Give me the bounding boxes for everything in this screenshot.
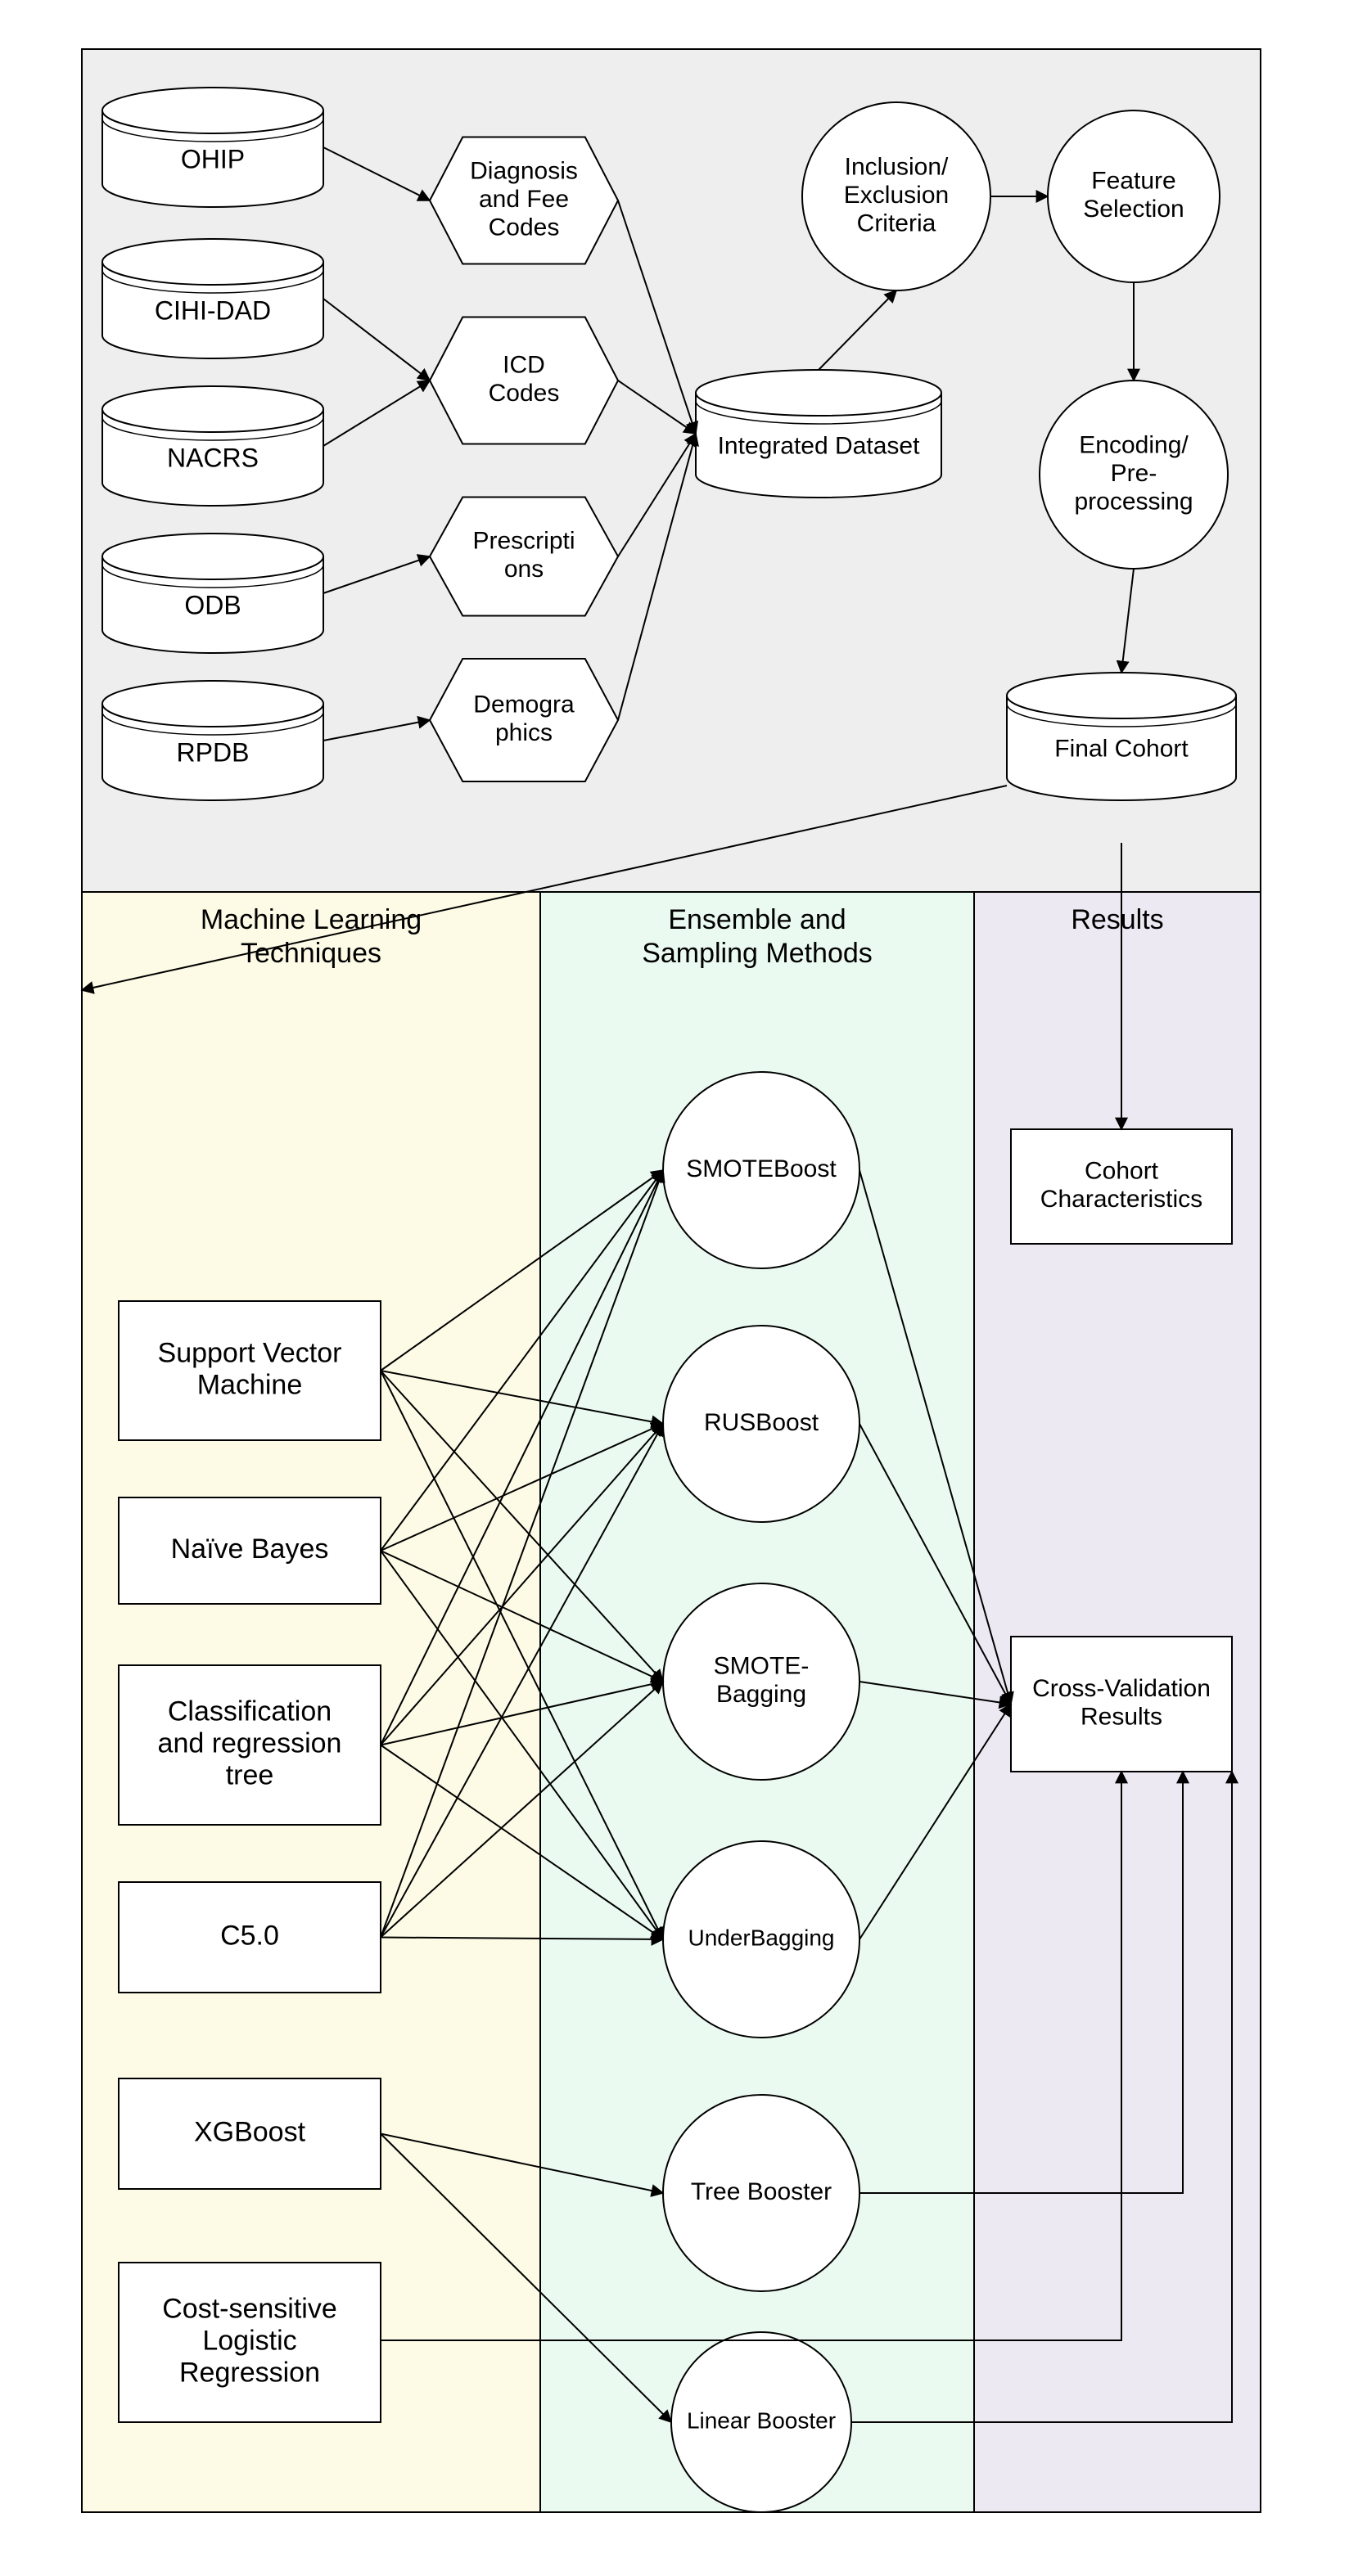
- cylinder-label-final: Final Cohort: [1054, 736, 1189, 763]
- panel-label-ens: Sampling Methods: [642, 938, 873, 969]
- panel-label-ml: Machine Learning: [201, 904, 422, 935]
- svg-text:and regression: and regression: [158, 1727, 342, 1759]
- panel-label-res: Results: [1071, 904, 1163, 935]
- svg-text:Encoding/: Encoding/: [1079, 431, 1189, 458]
- svg-text:Criteria: Criteria: [857, 209, 936, 236]
- svg-text:Cost-sensitive: Cost-sensitive: [162, 2293, 337, 2324]
- svg-text:Characteristics: Characteristics: [1040, 1186, 1202, 1213]
- cylinder-label-ohip: OHIP: [181, 144, 245, 173]
- diagram-canvas: Machine LearningTechniques Ensemble andSa…: [0, 0, 1349, 2576]
- svg-text:tree: tree: [226, 1760, 274, 1791]
- svg-text:Selection: Selection: [1083, 196, 1184, 223]
- svg-text:Pre-: Pre-: [1111, 460, 1157, 487]
- svg-text:ons: ons: [504, 556, 544, 583]
- svg-text:UnderBagging: UnderBagging: [688, 1925, 834, 1950]
- svg-text:processing: processing: [1074, 488, 1193, 515]
- svg-text:XGBoost: XGBoost: [194, 2116, 306, 2147]
- svg-text:and Fee: and Fee: [479, 186, 569, 213]
- cylinder-label-integrated: Integrated Dataset: [718, 433, 920, 460]
- svg-text:Codes: Codes: [489, 380, 560, 407]
- svg-text:C5.0: C5.0: [220, 1920, 279, 1951]
- svg-text:Tree Booster: Tree Booster: [691, 2178, 832, 2205]
- svg-text:Logistic: Logistic: [202, 2325, 296, 2356]
- cylinder-label-nacrs: NACRS: [167, 443, 259, 472]
- svg-text:RUSBoost: RUSBoost: [704, 1409, 819, 1436]
- svg-text:Inclusion/: Inclusion/: [845, 153, 949, 180]
- svg-text:Regression: Regression: [179, 2358, 320, 2389]
- svg-text:Machine: Machine: [197, 1370, 303, 1401]
- cylinder-label-cihi: CIHI-DAD: [155, 295, 271, 325]
- svg-text:Results: Results: [1081, 1704, 1162, 1731]
- svg-text:Naïve Bayes: Naïve Bayes: [171, 1533, 329, 1565]
- svg-text:phics: phics: [495, 719, 553, 746]
- svg-text:Bagging: Bagging: [716, 1681, 806, 1708]
- svg-text:Exclusion: Exclusion: [844, 182, 949, 209]
- svg-text:ICD: ICD: [503, 352, 545, 379]
- panel-label-ens: Ensemble and: [668, 904, 846, 935]
- svg-text:Linear Booster: Linear Booster: [687, 2407, 836, 2433]
- svg-text:SMOTE-: SMOTE-: [714, 1653, 810, 1680]
- svg-text:Codes: Codes: [489, 214, 560, 241]
- svg-text:Cohort: Cohort: [1085, 1158, 1159, 1185]
- svg-text:Cross-Validation: Cross-Validation: [1032, 1675, 1211, 1702]
- svg-text:Feature: Feature: [1091, 168, 1175, 195]
- panel-label-ml: Techniques: [241, 938, 381, 969]
- svg-text:SMOTEBoost: SMOTEBoost: [686, 1155, 837, 1182]
- svg-text:Diagnosis: Diagnosis: [470, 157, 578, 184]
- cylinder-label-rpdb: RPDB: [177, 737, 250, 767]
- svg-text:Demogra: Demogra: [473, 691, 575, 718]
- cylinder-label-odb: ODB: [184, 590, 241, 619]
- svg-text:Support Vector: Support Vector: [158, 1337, 342, 1368]
- svg-text:Prescripti: Prescripti: [472, 528, 575, 555]
- svg-text:Classification: Classification: [168, 1696, 332, 1727]
